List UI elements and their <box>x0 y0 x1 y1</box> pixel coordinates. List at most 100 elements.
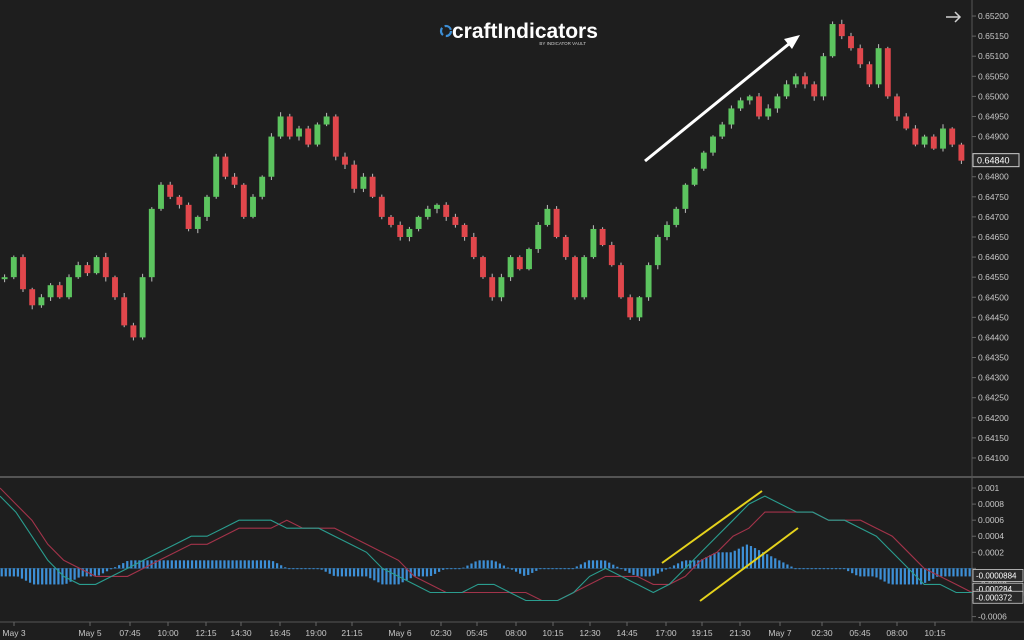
price-tick-label: 0.64350 <box>978 353 1009 363</box>
time-tick-label: 10:15 <box>924 628 946 638</box>
macd-histogram-bar <box>4 568 7 577</box>
macd-histogram-bar <box>235 560 238 569</box>
macd-tick-label: 0.001 <box>978 483 1000 493</box>
macd-histogram-bar <box>721 552 724 569</box>
macd-histogram-bar <box>818 568 821 570</box>
macd-tick-label: 0.0002 <box>978 547 1004 557</box>
candle-bearish <box>848 36 854 49</box>
time-tick-label: 21:15 <box>341 628 363 638</box>
candle-bullish <box>940 128 946 149</box>
macd-histogram-bar <box>535 568 538 571</box>
macd-histogram-bar <box>316 568 319 570</box>
candle-bearish <box>222 156 229 177</box>
macd-histogram-bar <box>454 568 457 570</box>
current-price-label: 0.64840 <box>977 156 1010 166</box>
macd-histogram-bar <box>636 568 639 577</box>
macd-histogram-bar <box>830 568 834 570</box>
macd-histogram-bar <box>709 554 712 569</box>
macd-histogram-bar <box>81 568 84 577</box>
scroll-right-icon[interactable] <box>946 11 962 23</box>
macd-histogram-bar <box>628 568 631 573</box>
macd-histogram-bar <box>664 568 668 570</box>
time-tick-label: 19:15 <box>691 628 713 638</box>
macd-histogram-bar <box>429 568 433 576</box>
macd-histogram-bar <box>725 552 728 569</box>
macd-histogram-bar <box>381 568 384 585</box>
macd-histogram-bar <box>612 564 615 569</box>
candle-bearish <box>397 224 404 237</box>
macd-histogram-bar <box>867 568 870 577</box>
macd-histogram-bar <box>486 560 489 569</box>
macd-histogram-bar <box>288 568 291 570</box>
macd-histogram-bar <box>766 554 769 569</box>
macd-histogram-bar <box>77 568 80 578</box>
macd-histogram-bar <box>498 563 501 569</box>
macd-histogram-bar <box>616 566 619 569</box>
macd-histogram-bar <box>620 568 623 570</box>
time-tick-label: 10:00 <box>157 628 179 638</box>
candle-bullish <box>654 236 661 266</box>
candle-bullish <box>682 184 689 209</box>
macd-tick-label: 0.0006 <box>978 515 1004 525</box>
macd-histogram-bar <box>668 567 672 569</box>
time-tick-label: May 6 <box>388 628 411 638</box>
candle-bearish <box>56 285 63 298</box>
macd-histogram-bar <box>737 548 740 569</box>
macd-histogram-bar <box>365 568 368 577</box>
macd-histogram-bar <box>494 561 497 569</box>
candle-bearish <box>84 265 91 274</box>
macd-histogram-bar <box>8 568 11 577</box>
candle-bullish <box>728 108 735 125</box>
macd-histogram-bar <box>717 552 720 569</box>
time-tick-label: May 5 <box>78 628 101 638</box>
macd-histogram-bar <box>336 568 339 577</box>
macd-histogram-bar <box>693 560 696 569</box>
macd-histogram-bar <box>446 568 449 570</box>
macd-histogram-bar <box>543 568 546 570</box>
macd-histogram-bar <box>575 566 578 569</box>
macd-histogram-bar <box>122 563 125 569</box>
macd-histogram-bar <box>523 568 526 576</box>
candle-bearish <box>838 24 845 37</box>
macd-histogram-bar <box>466 565 469 569</box>
macd-tick-label: 0.0004 <box>978 531 1004 541</box>
candle-bearish <box>121 297 128 326</box>
candle-bullish <box>673 208 680 225</box>
candle-bullish <box>406 228 413 237</box>
macd-histogram-bar <box>697 560 700 569</box>
macd-histogram-bar <box>672 565 676 569</box>
candle-bearish <box>29 289 36 306</box>
candle-bullish <box>691 168 698 185</box>
candle-bearish <box>958 144 965 161</box>
macd-histogram-bar <box>109 568 113 570</box>
macd-histogram-bar <box>705 557 708 569</box>
candle-bullish <box>820 56 827 97</box>
macd-histogram-bar <box>340 568 344 577</box>
macd-histogram-bar <box>138 560 141 569</box>
time-tick-label: 05:45 <box>466 628 488 638</box>
price-tick-label: 0.64150 <box>978 433 1009 443</box>
candle-bullish <box>498 277 505 298</box>
time-tick-label: 10:15 <box>542 628 564 638</box>
price-tick-label: 0.64100 <box>978 453 1009 463</box>
logo-brand: craftIndicators <box>452 20 598 43</box>
macd-histogram-bar <box>170 560 173 569</box>
macd-histogram-bar <box>859 568 862 577</box>
macd-histogram-bar <box>510 568 514 570</box>
macd-histogram-bar <box>863 568 866 577</box>
candle-bullish <box>590 228 597 258</box>
macd-histogram-bar <box>583 562 587 569</box>
candle-bullish <box>535 224 542 250</box>
macd-histogram-bar <box>37 568 40 585</box>
macd-histogram-bar <box>911 568 915 585</box>
macd-histogram-bar <box>656 568 659 574</box>
macd-histogram-bar <box>401 568 404 583</box>
price-tick-label: 0.64450 <box>978 312 1009 322</box>
candle-bullish <box>710 136 716 153</box>
macd-histogram-bar <box>300 568 303 570</box>
price-tick-label: 0.64300 <box>978 373 1009 383</box>
candle-bearish <box>443 204 450 217</box>
macd-histogram-bar <box>624 568 627 571</box>
candle-bullish <box>75 265 82 278</box>
